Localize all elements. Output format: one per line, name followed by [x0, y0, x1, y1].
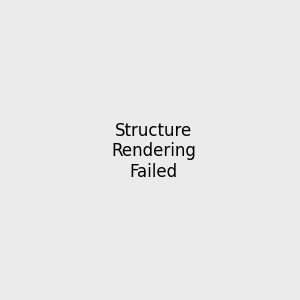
Text: Structure
Rendering
Failed: Structure Rendering Failed [111, 122, 196, 181]
